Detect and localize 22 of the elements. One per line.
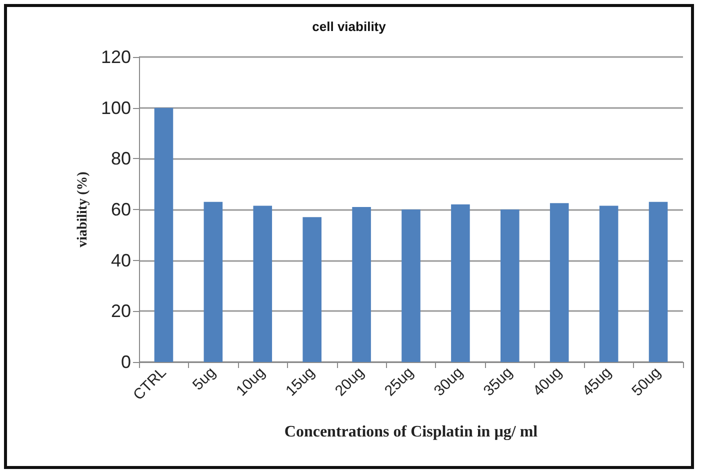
y-tick-label: 120: [100, 47, 131, 67]
chart-title: cell viability: [312, 19, 387, 34]
bar: [402, 210, 420, 362]
bar: [500, 210, 520, 362]
y-tick-label: 60: [110, 200, 131, 220]
bar: [253, 206, 272, 362]
bar: [204, 202, 223, 362]
bar: [154, 108, 174, 362]
y-tick-label: 80: [110, 148, 131, 169]
y-tick-label: 20: [110, 301, 131, 322]
bar: [550, 203, 569, 362]
bar: [451, 204, 470, 362]
y-tick-label: 100: [100, 98, 131, 118]
x-tick-label: 5ug: [189, 364, 220, 394]
y-tick-label: 40: [110, 250, 131, 270]
x-axis-title: Concentrations of Cisplatin in µg/ ml: [284, 424, 538, 440]
bar: [648, 202, 668, 362]
bar: [302, 217, 322, 362]
y-axis-title: viability (%): [76, 171, 91, 248]
bar: [599, 206, 618, 362]
bar: [352, 206, 371, 362]
y-tick-label: 0: [120, 352, 131, 372]
